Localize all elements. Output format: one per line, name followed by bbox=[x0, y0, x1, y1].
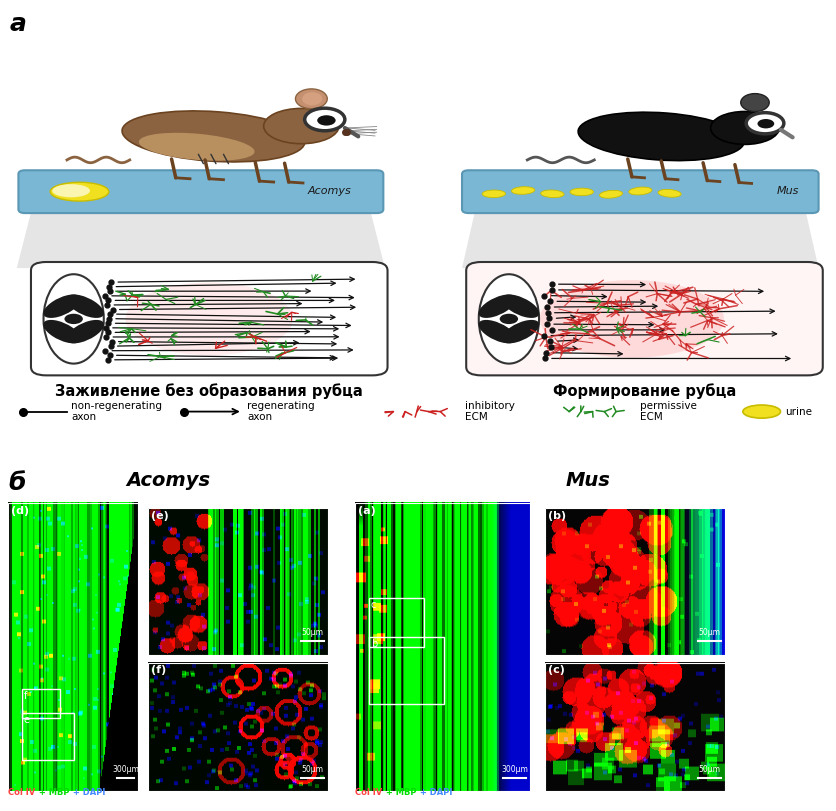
Ellipse shape bbox=[317, 115, 335, 126]
Ellipse shape bbox=[50, 182, 109, 201]
Text: (d): (d) bbox=[11, 506, 29, 517]
Text: 50μm: 50μm bbox=[697, 629, 720, 637]
Text: Col IV: Col IV bbox=[354, 788, 382, 797]
Text: + DAPI: + DAPI bbox=[416, 788, 451, 797]
Ellipse shape bbox=[263, 109, 339, 144]
Ellipse shape bbox=[657, 190, 681, 197]
Bar bbox=[544, 663, 724, 792]
Ellipse shape bbox=[122, 111, 304, 162]
Bar bbox=[148, 663, 328, 792]
Ellipse shape bbox=[478, 294, 516, 318]
Text: 50μm: 50μm bbox=[301, 629, 323, 637]
Ellipse shape bbox=[43, 320, 81, 343]
Ellipse shape bbox=[740, 93, 768, 111]
Ellipse shape bbox=[742, 405, 779, 418]
Ellipse shape bbox=[578, 112, 743, 161]
Text: c: c bbox=[370, 600, 376, 610]
FancyBboxPatch shape bbox=[461, 170, 818, 213]
Ellipse shape bbox=[540, 190, 563, 198]
Text: (b): (b) bbox=[548, 511, 565, 521]
Ellipse shape bbox=[52, 184, 89, 197]
Polygon shape bbox=[17, 209, 385, 268]
Text: (c): (c) bbox=[548, 666, 564, 676]
Ellipse shape bbox=[66, 320, 104, 343]
Text: regenerating
axon: regenerating axon bbox=[247, 401, 314, 423]
Ellipse shape bbox=[295, 89, 327, 109]
Text: 300μm: 300μm bbox=[112, 765, 139, 774]
Ellipse shape bbox=[43, 274, 104, 363]
Text: Заживление без образования рубца: Заживление без образования рубца bbox=[55, 384, 363, 399]
Text: e: e bbox=[24, 715, 30, 725]
Text: f: f bbox=[24, 691, 28, 701]
Text: Mus: Mus bbox=[565, 471, 609, 490]
FancyBboxPatch shape bbox=[18, 170, 383, 213]
Ellipse shape bbox=[511, 187, 534, 195]
Bar bbox=[369, 598, 424, 647]
Text: + MBP: + MBP bbox=[383, 788, 416, 797]
Ellipse shape bbox=[599, 191, 622, 198]
Ellipse shape bbox=[746, 113, 783, 134]
Ellipse shape bbox=[125, 282, 293, 355]
Bar bbox=[22, 689, 60, 719]
Text: Mus: Mus bbox=[776, 187, 798, 196]
Text: permissive
ECM: permissive ECM bbox=[640, 401, 696, 423]
Ellipse shape bbox=[501, 294, 538, 318]
Ellipse shape bbox=[478, 274, 538, 363]
Bar bbox=[22, 714, 74, 760]
Text: Col IV: Col IV bbox=[8, 788, 35, 797]
Bar bbox=[544, 508, 724, 654]
Ellipse shape bbox=[710, 111, 778, 144]
Text: 50μm: 50μm bbox=[301, 765, 323, 774]
Bar bbox=[148, 508, 328, 654]
Ellipse shape bbox=[539, 280, 723, 358]
Ellipse shape bbox=[569, 188, 593, 195]
Ellipse shape bbox=[302, 92, 322, 105]
Text: urine: urine bbox=[784, 406, 811, 417]
Text: (e): (e) bbox=[150, 511, 169, 521]
Text: Acomys: Acomys bbox=[308, 187, 351, 196]
Text: 300μm: 300μm bbox=[501, 765, 528, 774]
Text: inhibitory
ECM: inhibitory ECM bbox=[464, 401, 514, 423]
Bar bbox=[8, 504, 138, 792]
Ellipse shape bbox=[499, 314, 517, 324]
Ellipse shape bbox=[628, 187, 651, 195]
Ellipse shape bbox=[757, 119, 773, 128]
Ellipse shape bbox=[139, 133, 254, 161]
Text: (a): (a) bbox=[358, 506, 375, 517]
FancyBboxPatch shape bbox=[466, 262, 822, 375]
Bar bbox=[369, 637, 443, 704]
Bar bbox=[354, 504, 529, 792]
FancyBboxPatch shape bbox=[31, 262, 387, 375]
Text: б: б bbox=[8, 471, 25, 495]
Text: (f): (f) bbox=[150, 666, 166, 676]
Text: Acomys: Acomys bbox=[125, 471, 210, 490]
Ellipse shape bbox=[304, 108, 344, 131]
Ellipse shape bbox=[66, 294, 104, 318]
Polygon shape bbox=[461, 209, 818, 268]
Text: Формирование рубца: Формирование рубца bbox=[553, 384, 735, 399]
Text: 50μm: 50μm bbox=[697, 765, 720, 774]
Text: а: а bbox=[10, 11, 27, 36]
Text: non-regenerating
axon: non-regenerating axon bbox=[71, 401, 162, 423]
Ellipse shape bbox=[478, 320, 516, 343]
Text: b: b bbox=[370, 639, 377, 649]
Text: + DAPI: + DAPI bbox=[70, 788, 105, 797]
Ellipse shape bbox=[501, 320, 538, 343]
Ellipse shape bbox=[43, 294, 81, 318]
Text: + MBP: + MBP bbox=[36, 788, 69, 797]
Ellipse shape bbox=[482, 190, 505, 198]
Ellipse shape bbox=[64, 314, 83, 324]
